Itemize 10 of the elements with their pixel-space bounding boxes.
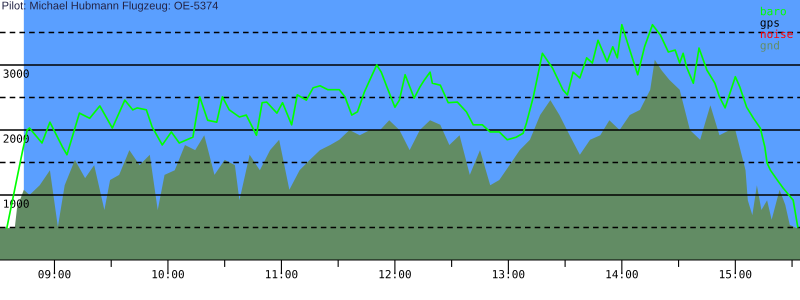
x-tick-label: 14:00 xyxy=(606,270,638,278)
x-tick-label: 15:00 xyxy=(720,270,752,278)
x-tick-label: 09:00 xyxy=(38,270,70,278)
x-tick-label: 13:00 xyxy=(492,270,524,278)
text: baro xyxy=(760,6,786,16)
legend-label: gps xyxy=(760,20,779,29)
x-tick-label: 12:00 xyxy=(380,270,411,278)
x-tick-label: 11:00 xyxy=(266,270,298,278)
x-tick-label: 10:00 xyxy=(152,270,184,278)
text: gnd xyxy=(760,40,779,52)
